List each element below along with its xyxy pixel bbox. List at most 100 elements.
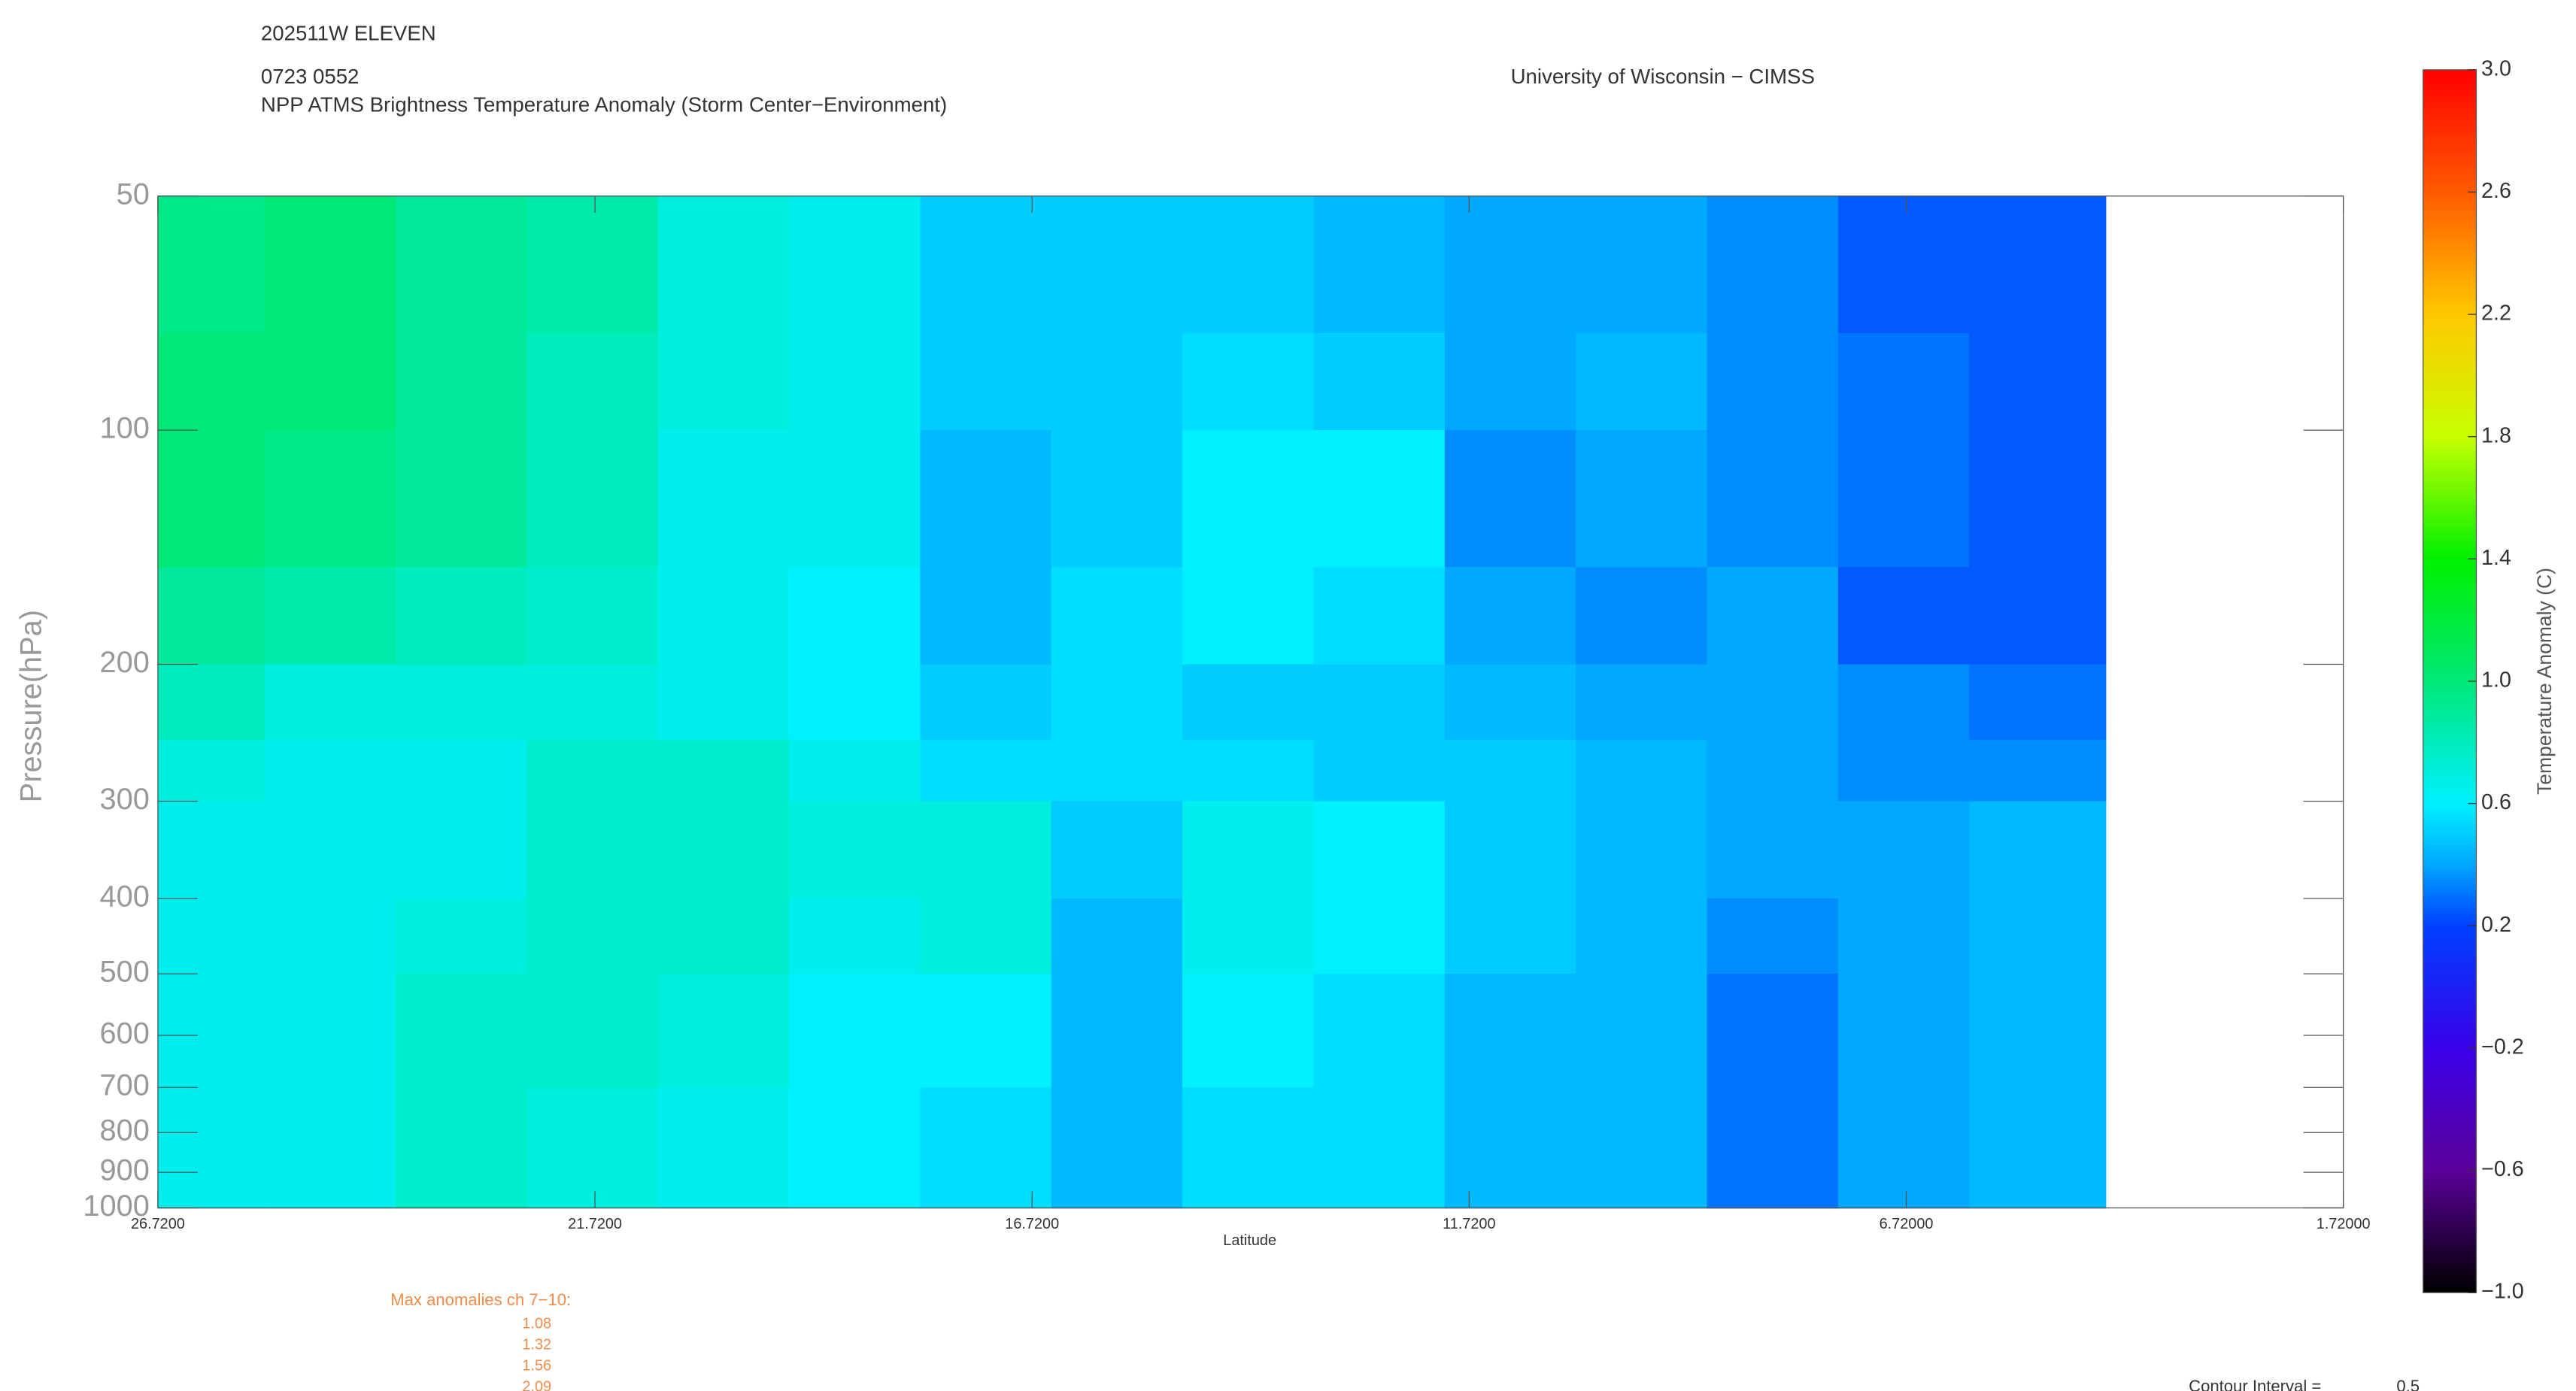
heat-cell [264,1087,396,1209]
heat-cell [396,801,528,899]
heat-cell [789,801,921,899]
heat-cell [1837,664,1971,741]
heat-cell [1051,195,1184,334]
heat-cell [157,664,265,741]
heat-cell [1837,195,1971,334]
heat-cell [264,332,396,432]
heat-cell [789,195,921,334]
heat-cell [1707,739,1839,802]
heat-cell [1444,332,1577,432]
heat-cell [264,739,396,802]
heat-cell [1051,1087,1184,1209]
heat-cell [396,332,528,432]
heat-cell [264,801,396,899]
heat-cell [396,430,528,568]
heat-cell [1444,664,1577,741]
heat-cell [1969,567,2107,665]
heat-cell [789,567,921,665]
heat-cell [1313,430,1446,568]
heat-cell [1837,898,1971,974]
heat-cell [264,195,396,334]
heat-cell [1707,430,1839,568]
heat-cell [1313,898,1446,974]
heat-cell [1051,801,1184,899]
heat-cell [920,664,1052,741]
heat-cell [1837,1087,1971,1209]
heat-cell [1969,739,2107,802]
max-anomalies-title: Max anomalies ch 7−10: [390,1290,571,1309]
heat-cell [1707,664,1839,741]
colorbar-tick-label: −0.6 [2481,1157,2524,1181]
heat-cell [1707,801,1839,899]
max-anomaly: 2.09 [522,1379,551,1391]
y-tick-label: 400 [100,880,150,913]
y-tick-label: 600 [100,1017,150,1050]
heat-cell [1576,739,1708,802]
heat-cell [526,1087,659,1209]
heat-cell [1182,195,1315,334]
y-tick-label: 800 [100,1114,150,1147]
heat-cell [526,739,659,802]
heat-cell [657,739,790,802]
heat-cell [1969,664,2107,741]
heat-cell [157,801,265,899]
chart-subtitle: 0723 0552 [261,65,360,88]
heat-cell [1837,567,1971,665]
heat-cell [526,664,659,741]
heat-cell [1444,567,1577,665]
heat-cell [396,195,528,334]
heat-cell [526,430,659,568]
heat-cell [1313,332,1446,432]
heat-cell [789,739,921,802]
heat-cell [657,664,790,741]
heat-cell [157,195,265,334]
heat-cell [1444,1087,1577,1209]
heat-cell [526,801,659,899]
heat-cell [1182,974,1315,1089]
heat-cell [1576,664,1708,741]
x-tick-label: 16.7200 [1005,1216,1059,1232]
heat-cell [1837,430,1971,568]
y-tick-label: 200 [100,646,150,679]
heat-cell [396,1087,528,1209]
chart-source: University of Wisconsin − CIMSS [1511,65,1815,88]
heat-cell [657,430,790,568]
heat-cell [1444,430,1577,568]
heat-cell [920,195,1052,334]
heat-cell [526,567,659,665]
heat-cell [657,195,790,334]
heat-cell [526,898,659,974]
heat-cell [920,430,1052,568]
y-tick-label: 300 [100,783,150,816]
heat-cell [1182,801,1315,899]
colorbar-tick-label: 0.2 [2481,913,2511,937]
contour-interval: 0.5 [2396,1377,2420,1391]
heat-cell [1313,739,1446,802]
heat-cell [789,332,921,432]
heat-cell [1576,898,1708,974]
heat-cell [1837,332,1971,432]
colorbar [2423,69,2477,1293]
heat-cell [264,664,396,741]
heat-cell [657,801,790,899]
heat-cell [1444,898,1577,974]
contour-interval-label: Contour Interval = [2189,1377,2321,1391]
heat-cell [1051,974,1184,1089]
heat-cell [789,898,921,974]
colorbar-tick-label: 1.4 [2481,546,2511,570]
heat-cell [1182,1087,1315,1209]
x-tick-label: 26.7200 [131,1216,185,1232]
heat-cell [1182,898,1315,974]
y-tick-label: 900 [100,1154,150,1187]
heat-cell [1051,430,1184,568]
heat-cell [157,739,265,802]
heat-cell [1969,195,2107,334]
heat-cell [1969,801,2107,899]
heat-cell [157,1087,265,1209]
heat-cell [1051,739,1184,802]
heat-cell [1969,898,2107,974]
chart-title: 202511W ELEVEN [261,22,436,45]
heat-cell [1969,332,2107,432]
chart-description: NPP ATMS Brightness Temperature Anomaly … [261,93,947,117]
heat-cell [1313,974,1446,1089]
